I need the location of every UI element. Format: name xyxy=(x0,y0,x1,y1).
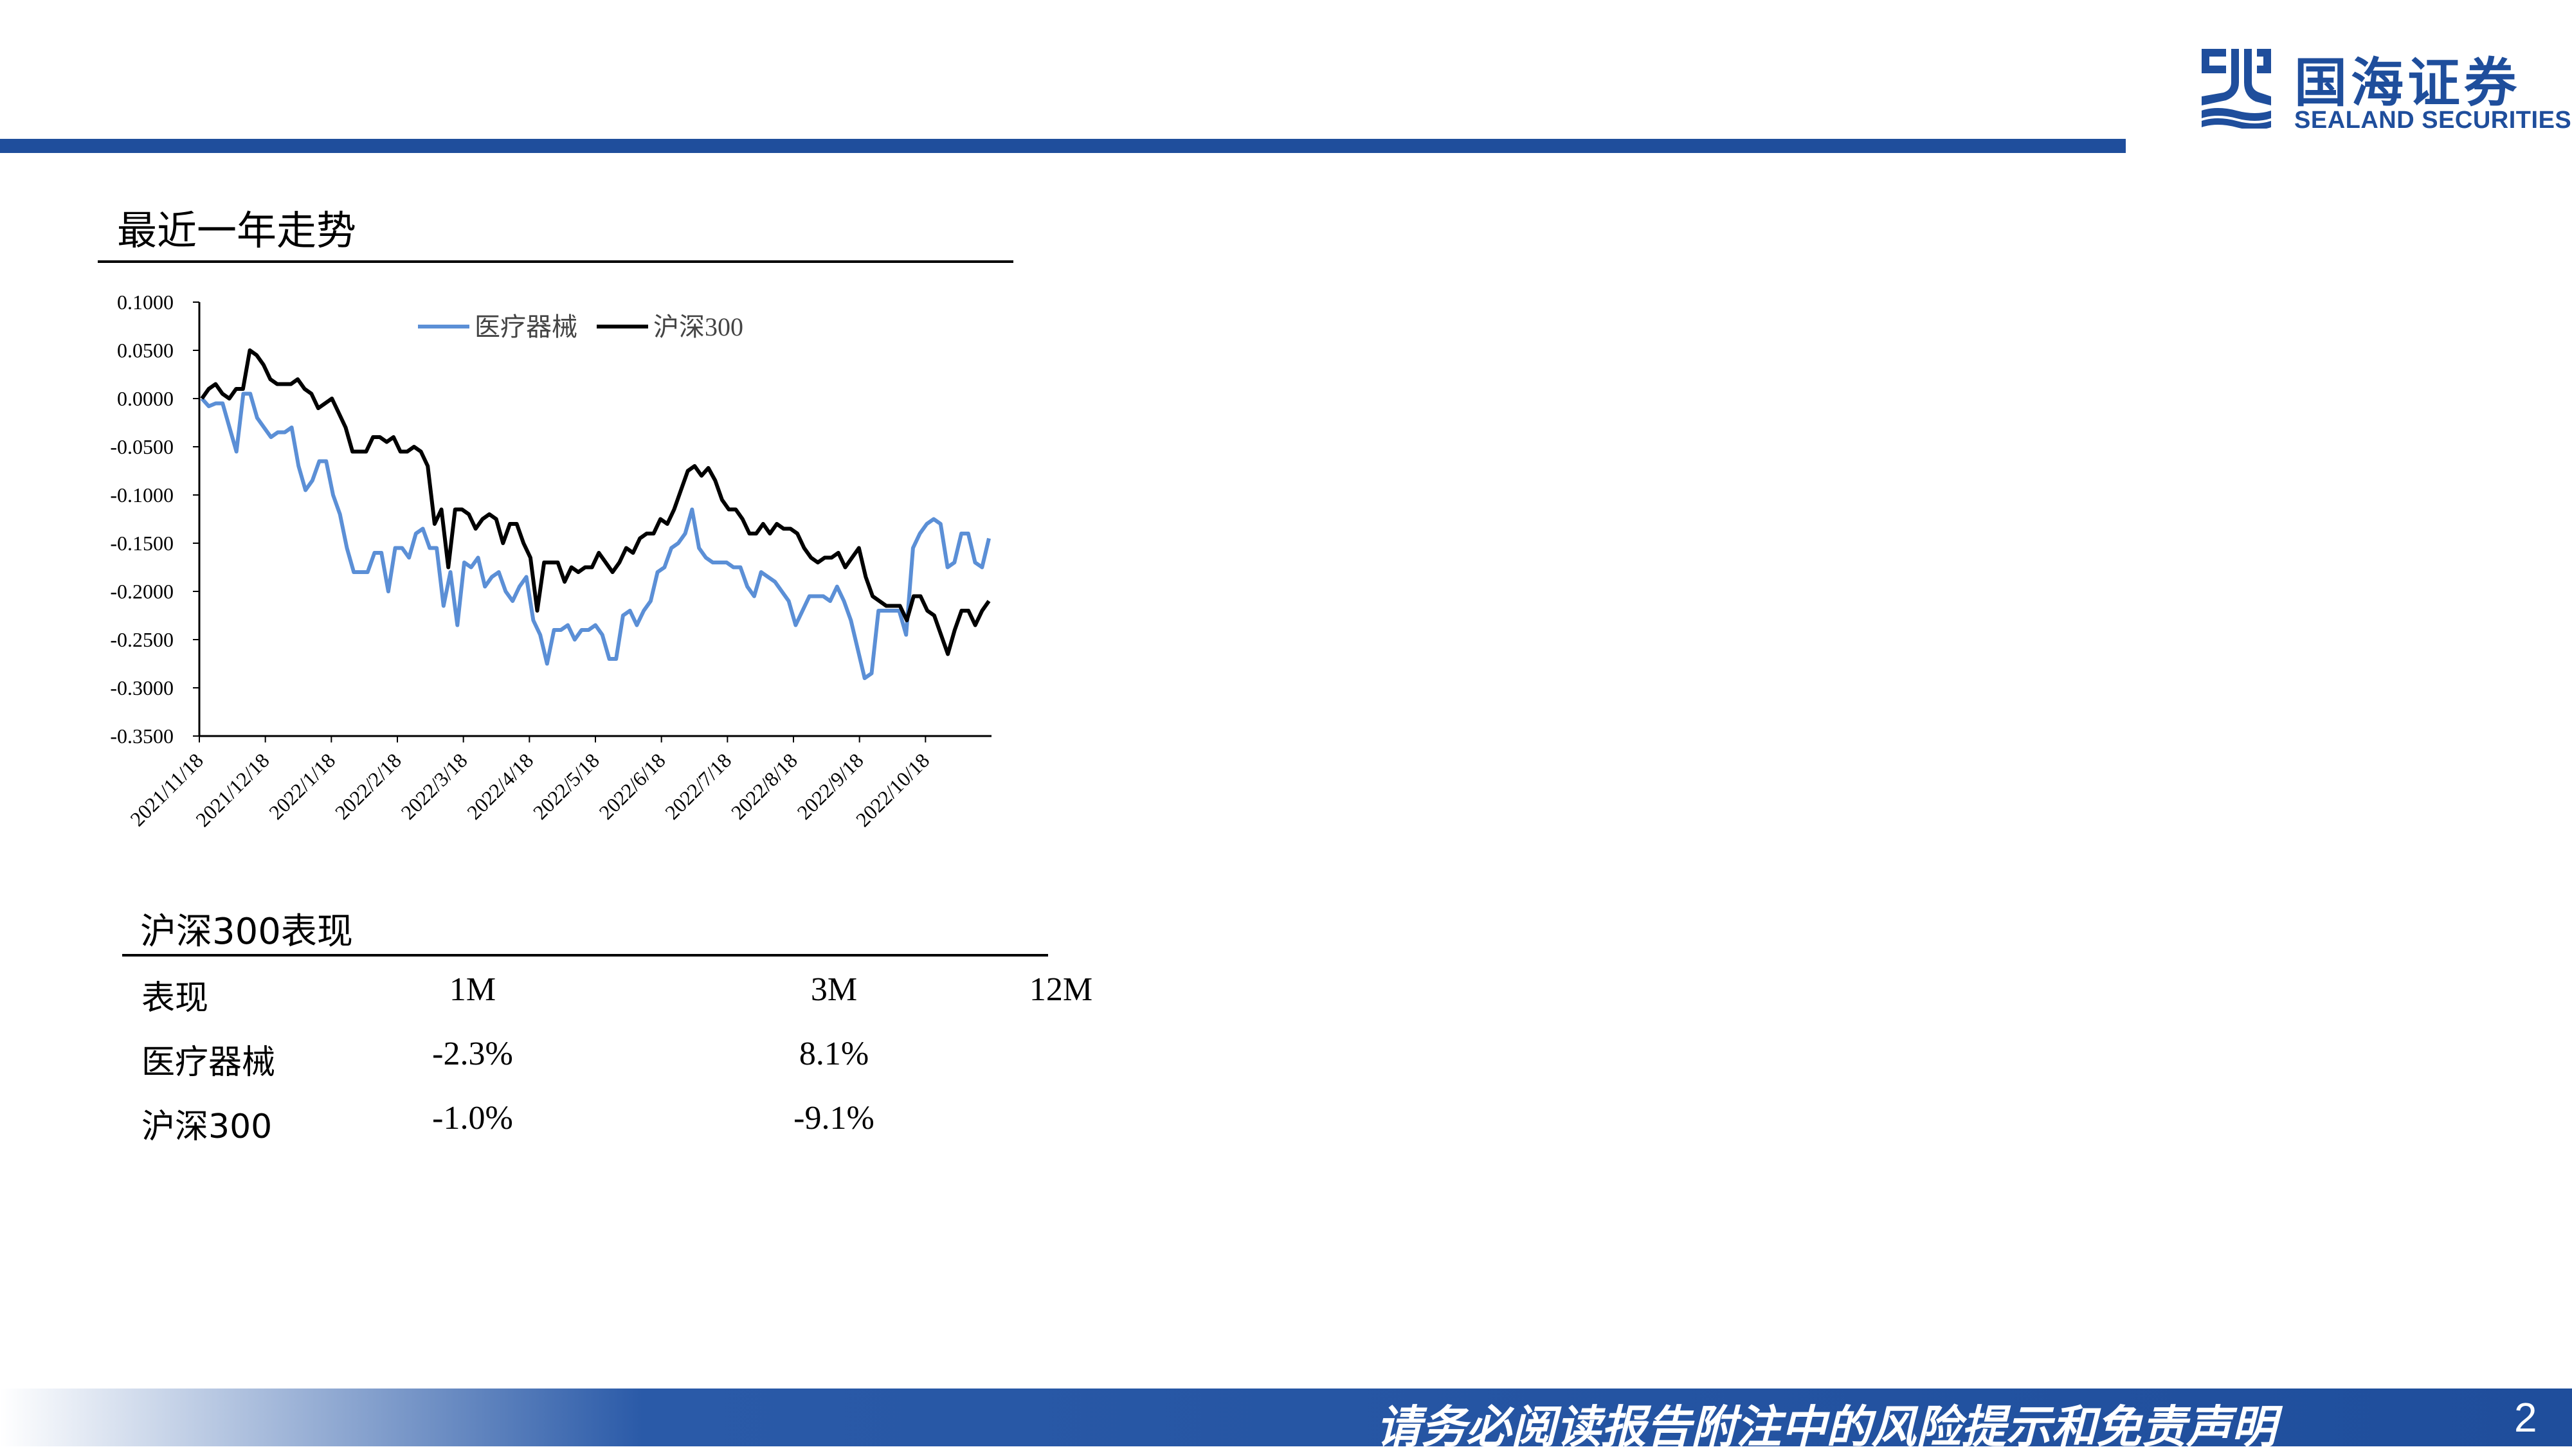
performance-table: 表现 1M 3M 12M 医疗器械 -2.3% 8.1% 沪深300 -1.0%… xyxy=(122,959,1092,1152)
table-cell: 医疗器械 xyxy=(141,1043,276,1082)
x-tick-label: 2022/4/18 xyxy=(462,748,538,823)
logo-chinese-name: 国海证券 xyxy=(2294,53,2521,114)
x-tick-label: 2022/7/18 xyxy=(660,748,736,823)
x-tick-label: 2022/1/18 xyxy=(264,748,340,823)
y-tick-label: -0.3500 xyxy=(110,724,174,748)
table-title: 沪深300表现 xyxy=(140,911,353,953)
table-header-cell: 3M xyxy=(810,971,858,1008)
y-tick-label: 0.1000 xyxy=(117,291,174,314)
company-logo: 国海证券 SEALAND SECURITIES xyxy=(2198,40,2571,136)
y-tick-label: -0.2000 xyxy=(110,580,174,603)
y-tick-label: 0.0500 xyxy=(117,339,174,362)
section-title: 最近一年走势 xyxy=(117,207,357,254)
table-cell: 8.1% xyxy=(799,1036,869,1072)
trend-chart: 0.1000 0.0500 0.0000 -0.0500 -0.1000 -0.1500 -… xyxy=(110,291,992,831)
x-tick-label: 2022/8/18 xyxy=(727,748,802,823)
footer-disclaimer: 请务必阅读报告附注中的风险提示和免责声明 xyxy=(1376,1401,2276,1453)
sealand-logo-icon xyxy=(2202,49,2271,129)
legend-label: 医疗器械 xyxy=(475,312,577,341)
x-tick-label: 2022/6/18 xyxy=(594,748,669,823)
table-header-cell: 表现 xyxy=(141,979,209,1018)
header-rule xyxy=(0,139,2126,153)
legend-label: 沪深300 xyxy=(653,312,743,341)
table-header-cell: 12M xyxy=(1029,971,1093,1008)
table-row: 医疗器械 -2.3% 8.1% xyxy=(122,1023,1048,1088)
table-row: 沪深300 -1.0% -9.1% xyxy=(122,1088,1048,1152)
y-tick-label: 0.0000 xyxy=(117,387,174,410)
x-tick-label: 2022/5/18 xyxy=(529,748,604,823)
table-cell: -2.3% xyxy=(432,1036,513,1072)
logo-english-name: SEALAND SECURITIES xyxy=(2294,107,2572,134)
table-header-cell: 1M xyxy=(449,971,496,1008)
table-title-rule xyxy=(122,954,1048,957)
y-tick-label: -0.1500 xyxy=(110,532,174,555)
series-line xyxy=(200,348,991,656)
table-cell: -1.0% xyxy=(432,1100,513,1137)
series-line xyxy=(200,391,991,680)
y-tick-label: -0.1000 xyxy=(110,483,174,507)
x-tick-label: 2022/2/18 xyxy=(331,748,406,823)
y-tick-label: -0.3000 xyxy=(110,676,174,699)
page-number: 2 xyxy=(2514,1394,2537,1441)
table-cell: 沪深300 xyxy=(141,1108,273,1146)
footer-banner xyxy=(0,1389,2572,1446)
section-title-rule xyxy=(98,260,1013,263)
x-tick-label: 2022/3/18 xyxy=(396,748,471,823)
table-header-row: 表现 1M 3M 12M xyxy=(122,959,1092,1023)
table-cell: -9.1% xyxy=(793,1100,874,1137)
y-tick-label: -0.0500 xyxy=(110,435,174,458)
y-tick-label: -0.2500 xyxy=(110,628,174,651)
